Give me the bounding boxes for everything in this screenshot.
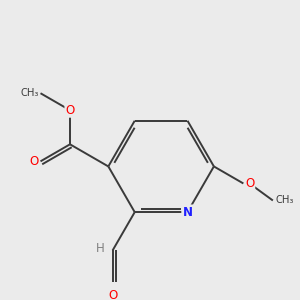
Text: O: O xyxy=(108,289,117,300)
Text: O: O xyxy=(245,177,254,190)
Text: CH₃: CH₃ xyxy=(276,196,294,206)
Text: O: O xyxy=(65,104,75,117)
Text: O: O xyxy=(30,155,39,168)
Text: CH₃: CH₃ xyxy=(20,88,39,98)
Text: H: H xyxy=(96,242,105,255)
Text: N: N xyxy=(182,206,193,219)
